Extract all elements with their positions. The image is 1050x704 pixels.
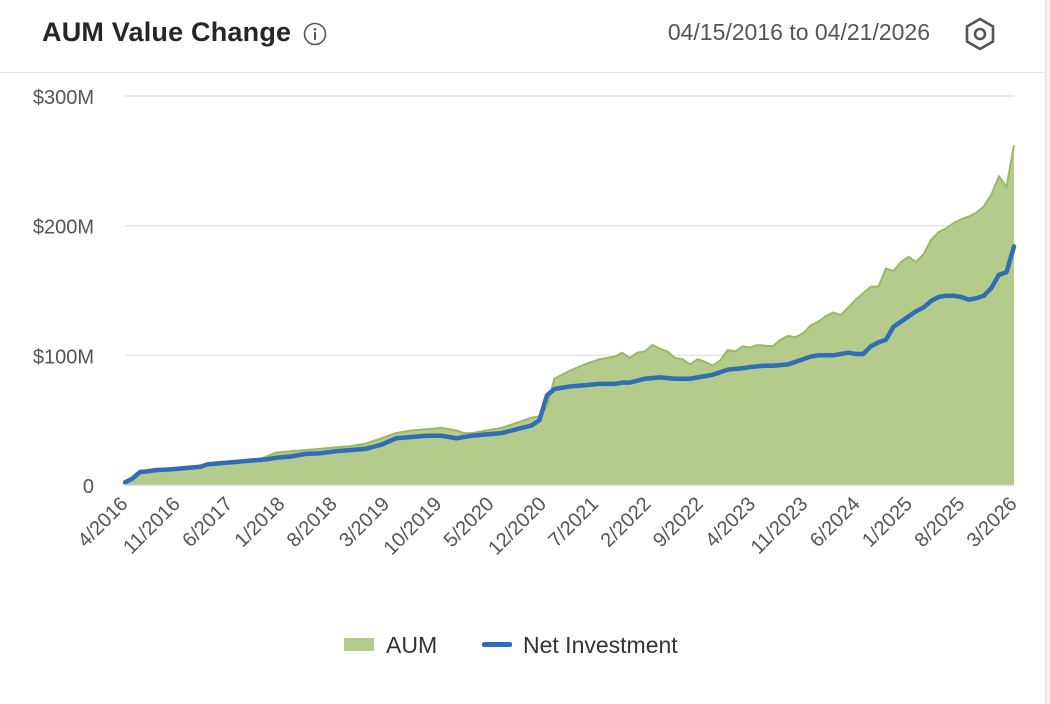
x-tick-label: 8/2025 [910, 493, 969, 552]
legend-item-net-investment[interactable]: Net Investment [482, 632, 678, 658]
y-tick-label: 0 [83, 476, 94, 498]
aum-edge-line [124, 145, 1015, 483]
aum-legend-label: AUM [386, 632, 437, 658]
x-tick-label: 8/2018 [283, 493, 342, 552]
x-tick-label: 12/2020 [484, 493, 551, 560]
x-tick-label: 2/2022 [597, 493, 656, 552]
x-tick-label: 3/2026 [963, 493, 1022, 552]
x-tick-label: 1/2025 [858, 493, 917, 552]
hexagon-settings-icon[interactable] [962, 16, 998, 52]
y-axis: 0 $100M $200M $300M [33, 87, 94, 498]
aum-legend-swatch [344, 638, 374, 651]
x-tick-label: 11/2016 [119, 493, 185, 559]
net-investment-line [122, 244, 1017, 485]
x-tick-label: 1/2018 [231, 493, 290, 552]
y-tick-label: $100M [33, 346, 94, 368]
y-tick-label: $300M [33, 87, 94, 109]
x-tick-label: 6/2024 [806, 493, 865, 552]
date-range[interactable]: 04/15/2016 to 04/21/2026 [667, 19, 930, 45]
x-tick-label: 9/2022 [649, 493, 708, 552]
x-tick-label: 10/2019 [380, 493, 447, 560]
y-tick-label: $200M [33, 217, 94, 239]
legend-item-aum[interactable]: AUM [344, 632, 437, 658]
net-investment-legend-label: Net Investment [523, 632, 678, 658]
x-tick-label: 6/2017 [178, 493, 237, 552]
net-investment-legend-swatch [482, 642, 512, 647]
x-tick-label: 11/2023 [747, 493, 813, 559]
aum-area [125, 145, 1014, 486]
legend: AUM Net Investment [344, 632, 678, 658]
x-tick-label: 7/2021 [544, 493, 603, 552]
card-header: AUM Value Change 04/15/2016 to 04/21/202… [0, 0, 1046, 73]
page-title: AUM Value Change [42, 17, 292, 47]
aum-chart: 0 $100M $200M $300M 4/201611/20166/20171/20… [33, 87, 1022, 658]
info-circle-icon[interactable] [303, 22, 327, 46]
x-axis: 4/201611/20166/20171/20188/20183/201910/… [74, 493, 1022, 560]
